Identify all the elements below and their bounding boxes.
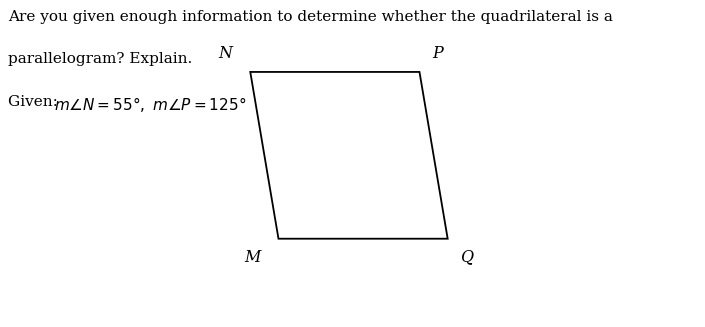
Text: Q: Q (460, 249, 474, 266)
Text: M: M (245, 249, 261, 266)
Text: Given:: Given: (8, 95, 63, 109)
Text: N: N (219, 45, 233, 62)
Text: P: P (432, 45, 443, 62)
Text: Are you given enough information to determine whether the quadrilateral is a: Are you given enough information to dete… (8, 10, 613, 24)
Text: parallelogram? Explain.: parallelogram? Explain. (8, 52, 192, 66)
Text: $m\angle N = 55°,\ m\angle P = 125°$: $m\angle N = 55°,\ m\angle P = 125°$ (54, 95, 247, 114)
